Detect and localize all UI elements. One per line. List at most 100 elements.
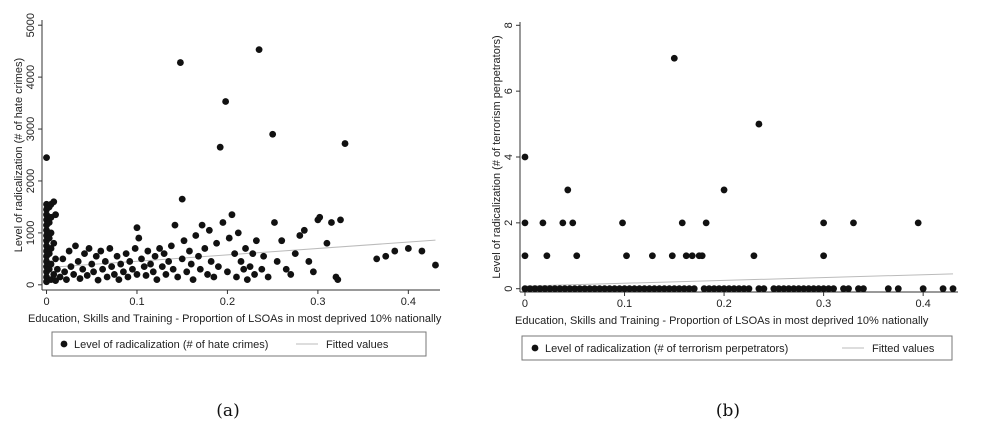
panel-b-y-tick-label: 2 xyxy=(503,220,515,226)
panel-a-data-point xyxy=(45,219,53,226)
panel-a-data-point xyxy=(120,268,127,276)
panel-a-data-point xyxy=(151,252,159,260)
panel-b-data-point xyxy=(775,285,783,293)
panel-a-data-point xyxy=(153,276,161,284)
panel-b-data-point xyxy=(621,285,628,293)
panel-a-x-axis-title: Education, Skills and Training - Proport… xyxy=(28,313,442,325)
panel-b-data-point xyxy=(636,285,643,293)
panel-b-data-point xyxy=(564,186,572,194)
panel-b-points xyxy=(521,54,957,293)
panel-a-x-tick-label: 0.4 xyxy=(401,296,416,308)
panel-a-data-point xyxy=(50,271,58,278)
panel-b-data-point xyxy=(616,285,623,293)
panel-b-data-point xyxy=(830,285,837,293)
panel-a-data-point xyxy=(192,232,200,239)
panel-a-data-point xyxy=(300,226,308,234)
panel-a-data-point xyxy=(278,237,286,245)
panel-b-x-tick-label: 0 xyxy=(522,298,528,310)
panel-a-data-point xyxy=(45,265,53,273)
panel-b-legend-box xyxy=(521,335,953,361)
panel-a-data-point xyxy=(160,250,168,258)
panel-a-y-tick-label: 2000 xyxy=(25,169,37,193)
panel-a-data-point xyxy=(418,247,426,255)
panel-a-data-point xyxy=(178,255,186,263)
panel-b-data-point xyxy=(755,285,763,293)
panel-a-data-point xyxy=(264,273,272,281)
panel-a-y-axis-title: Level of radicalization (# of hate crime… xyxy=(13,58,25,252)
panel-a-data-point xyxy=(167,242,175,250)
panel-b-data-point xyxy=(596,285,604,293)
panel-a-data-point xyxy=(65,247,73,255)
panel-b-x-ticks: 0 0.1 0.2 0.3 0.4 xyxy=(522,292,931,310)
panel-b-data-point xyxy=(702,219,710,227)
panel-a-data-point xyxy=(255,46,263,53)
panel-a-data-point xyxy=(196,265,204,273)
panel-a-data-point xyxy=(59,255,67,263)
panel-a-data-point xyxy=(165,258,173,265)
panel-b-data-point xyxy=(820,285,828,293)
panel-b-data-point xyxy=(521,285,529,293)
panel-a-data-point xyxy=(195,252,202,260)
panel-a-legend-entry-points: Level of radicalization (# of hate crime… xyxy=(74,339,268,351)
panel-a-y-tick-label: 0 xyxy=(25,282,37,288)
panel-a-points xyxy=(43,46,439,286)
panel-b-data-point xyxy=(745,285,753,293)
panel-b-caption: (b) xyxy=(716,401,740,421)
panel-a-data-point xyxy=(252,237,260,245)
panel-b-data-point xyxy=(526,285,534,293)
panel-b-data-point xyxy=(606,285,613,293)
panel-a-data-point xyxy=(52,255,59,263)
panel-b-data-point xyxy=(521,219,529,227)
panel-b-data-point xyxy=(820,252,828,260)
panel-a-legend-box xyxy=(51,331,427,357)
panel-b-data-point xyxy=(668,252,676,260)
panel-a-data-point xyxy=(228,211,236,219)
panel-a-data-point xyxy=(90,268,97,276)
panel-b-data-point xyxy=(573,252,581,260)
panel-b-data-point xyxy=(665,285,673,293)
panel-b-data-point xyxy=(688,252,696,260)
panel-a-data-point xyxy=(88,260,96,268)
panel-a-data-point xyxy=(178,195,186,203)
panel-a-data-point xyxy=(316,213,324,221)
panel-a-data-point xyxy=(117,260,125,268)
panel-a-data-point xyxy=(323,239,331,247)
panel-b-data-point xyxy=(810,285,818,293)
panel-a-data-point xyxy=(334,276,342,284)
panel-a-data-point xyxy=(282,265,290,273)
panel-a-data-point xyxy=(106,245,114,252)
panel-a-data-point xyxy=(99,265,107,273)
panel-b-data-point xyxy=(685,285,693,293)
panel-a-data-point xyxy=(242,245,249,252)
panel-a-data-point xyxy=(207,258,215,265)
panel-a-data-point xyxy=(140,263,148,271)
panel-b-y-tick-label: 4 xyxy=(503,154,515,160)
panel-b-data-point xyxy=(619,219,626,227)
panel-a-y-ticks: 0 1000 2000 3000 4000 5000 xyxy=(25,13,42,288)
panel-a-legend: Level of radicalization (# of hate crime… xyxy=(51,331,427,357)
panel-a-data-point xyxy=(138,255,145,263)
panel-a-data-point xyxy=(249,250,257,258)
panel-b-data-point xyxy=(700,285,708,293)
panel-a-data-point xyxy=(43,154,50,161)
panel-b-data-point xyxy=(820,219,828,227)
panel-a-data-point xyxy=(271,219,278,226)
panel-b-data-point xyxy=(939,285,947,293)
panel-a-data-point xyxy=(176,59,184,66)
panel-a-data-point xyxy=(108,263,116,271)
panel-a-fitted-line xyxy=(46,239,436,269)
panel-a-data-point xyxy=(174,273,182,281)
panel-a-data-point xyxy=(216,143,224,151)
panel-a-data-point xyxy=(50,198,58,206)
panel-a-data-point xyxy=(85,245,93,252)
panel-b-x-tick-label: 0.4 xyxy=(916,298,931,310)
panel-a-data-point xyxy=(373,255,381,263)
panel-b-data-point xyxy=(641,285,648,293)
panel-a-x-tick-label: 0 xyxy=(43,296,49,308)
panel-a-y-tick-label: 5000 xyxy=(25,13,37,37)
panel-b-x-axis-title: Education, Skills and Training - Proport… xyxy=(515,315,929,327)
panel-b-data-point xyxy=(623,252,630,260)
panel-b-data-point xyxy=(543,252,551,260)
panel-a-data-point xyxy=(74,258,82,265)
